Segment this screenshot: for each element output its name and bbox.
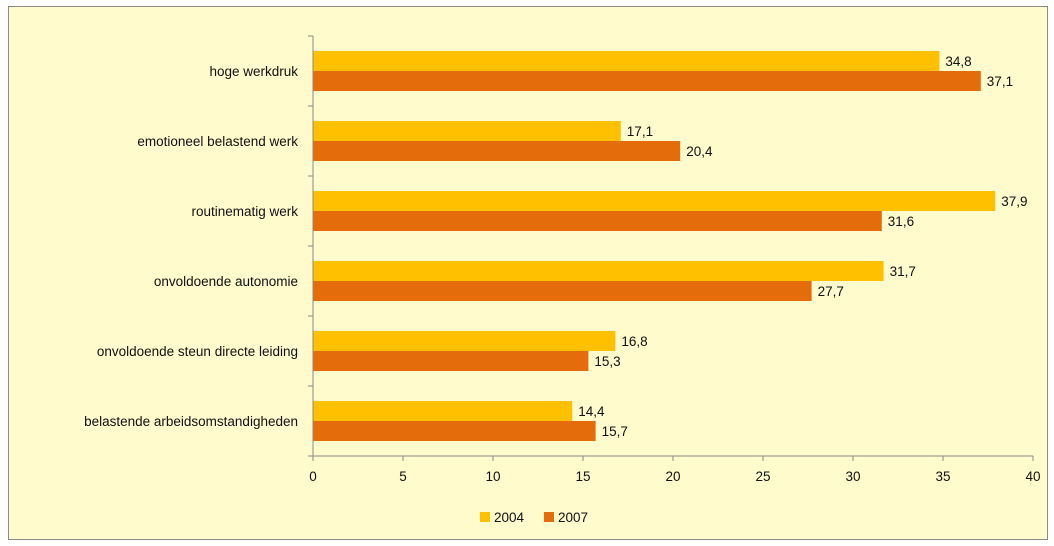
- x-tick-label: 15: [575, 469, 590, 484]
- data-label-2004-3: 37,9: [1001, 194, 1027, 209]
- data-label-2007-3: 31,6: [888, 214, 914, 229]
- data-label-2004-2: 17,1: [627, 124, 653, 139]
- x-tick-label: 25: [755, 469, 770, 484]
- bar-2007-6: [313, 421, 596, 441]
- bar-2007-4: [313, 281, 812, 301]
- bar-2004-2: [313, 121, 621, 141]
- data-label-2004-4: 31,7: [890, 264, 916, 279]
- data-label-2004-1: 34,8: [945, 54, 971, 69]
- bar-2007-3: [313, 211, 882, 231]
- bar-2004-5: [313, 331, 616, 351]
- bar-2007-2: [313, 141, 681, 161]
- legend-swatch-2004: [480, 512, 490, 522]
- data-label-2007-1: 37,1: [987, 74, 1013, 89]
- legend-label-2004: 2004: [494, 510, 525, 525]
- bar-2004-1: [313, 51, 940, 71]
- data-label-2007-4: 27,7: [818, 284, 844, 299]
- x-tick-label: 20: [665, 469, 680, 484]
- category-label: emotioneel belastend werk: [137, 134, 298, 149]
- x-tick-label: 10: [485, 469, 500, 484]
- category-label: routinematig werk: [191, 204, 298, 219]
- data-label-2004-6: 14,4: [578, 404, 605, 419]
- x-tick-label: 5: [399, 469, 407, 484]
- data-label-2007-5: 15,3: [594, 354, 620, 369]
- x-tick-label: 35: [935, 469, 950, 484]
- bar-2004-6: [313, 401, 573, 421]
- legend-label-2007: 2007: [558, 510, 588, 525]
- data-label-2007-2: 20,4: [686, 144, 713, 159]
- bar-2004-3: [313, 191, 996, 211]
- bar-2007-1: [313, 71, 981, 91]
- category-label: onvoldoende autonomie: [154, 274, 298, 289]
- x-tick-label: 40: [1025, 469, 1040, 484]
- bar-2004-4: [313, 261, 884, 281]
- bar-2007-5: [313, 351, 589, 371]
- data-label-2007-6: 15,7: [602, 424, 628, 439]
- x-tick-label: 0: [309, 469, 317, 484]
- category-label: hoge werkdruk: [209, 64, 298, 79]
- legend-swatch-2007: [544, 512, 554, 522]
- category-label: onvoldoende steun directe leiding: [97, 344, 298, 359]
- category-label: belastende arbeidsomstandigheden: [84, 414, 298, 429]
- x-tick-label: 30: [845, 469, 860, 484]
- data-label-2004-5: 16,8: [621, 334, 647, 349]
